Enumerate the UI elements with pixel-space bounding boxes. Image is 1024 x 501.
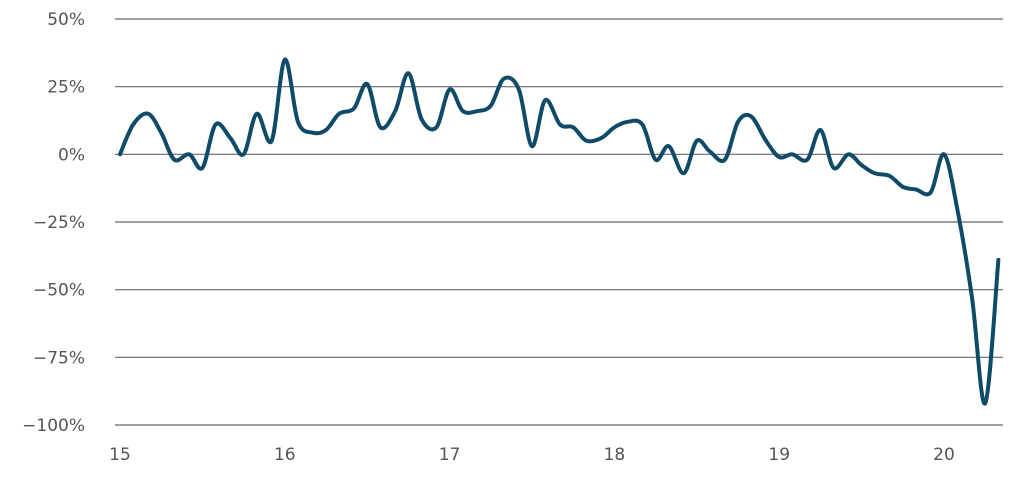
data-point <box>764 139 768 143</box>
data-point <box>736 120 740 124</box>
data-point <box>476 109 480 113</box>
data-point <box>818 128 822 132</box>
data-point <box>873 171 877 175</box>
data-point <box>901 185 905 189</box>
data-point <box>846 152 850 156</box>
data-point <box>489 104 493 108</box>
data-point <box>187 152 191 156</box>
data-point <box>955 206 959 210</box>
data-point <box>667 144 671 148</box>
data-point <box>296 120 300 124</box>
data-point <box>420 117 424 121</box>
x-tick-label: 16 <box>274 445 296 465</box>
x-tick-label: 19 <box>768 445 790 465</box>
data-point <box>599 136 603 140</box>
data-point <box>200 166 204 170</box>
data-point <box>530 144 534 148</box>
data-point <box>311 131 315 135</box>
series-line <box>118 57 1001 406</box>
data-point <box>708 150 712 154</box>
data-point <box>584 139 588 143</box>
data-point <box>612 125 616 129</box>
x-axis-tick-labels: 15 16 17 18 19 20 <box>109 445 955 465</box>
data-point <box>365 82 369 86</box>
data-point <box>283 58 287 62</box>
data-point <box>860 163 864 167</box>
data-point <box>378 125 382 129</box>
y-tick-label: 0% <box>58 145 85 165</box>
data-point <box>352 106 356 110</box>
data-point <box>723 158 727 162</box>
data-point <box>888 174 892 178</box>
y-tick-label: −100% <box>22 416 85 436</box>
grid-layer <box>115 18 1003 426</box>
data-point <box>270 139 274 143</box>
data-point <box>996 258 1000 262</box>
series-layer <box>118 57 1001 406</box>
data-point <box>406 71 410 75</box>
x-tick-label: 20 <box>933 445 955 465</box>
data-point <box>118 152 122 156</box>
y-tick-label: 25% <box>47 78 85 98</box>
data-point <box>571 125 575 129</box>
data-point <box>626 120 630 124</box>
data-point <box>983 401 987 405</box>
data-point <box>337 112 341 116</box>
data-point <box>214 123 218 127</box>
data-point <box>695 139 699 143</box>
data-point <box>242 152 246 156</box>
y-axis-tick-labels: 50% 25% 0% −25% −50% −75% −100% <box>22 10 85 436</box>
x-tick-label: 17 <box>439 445 461 465</box>
y-tick-label: −25% <box>33 213 85 233</box>
data-point <box>131 123 135 127</box>
data-point <box>172 158 176 162</box>
data-point <box>543 98 547 102</box>
data-point <box>970 296 974 300</box>
data-point <box>749 114 753 118</box>
data-point <box>914 188 918 192</box>
data-point <box>448 87 452 91</box>
data-point <box>517 87 521 91</box>
x-tick-label: 15 <box>109 445 131 465</box>
data-point <box>832 166 836 170</box>
data-point <box>805 158 809 162</box>
data-point <box>461 109 465 113</box>
data-point <box>434 125 438 129</box>
data-point <box>640 123 644 127</box>
data-point <box>654 158 658 162</box>
data-point <box>942 152 946 156</box>
x-tick-label: 18 <box>604 445 626 465</box>
data-point <box>324 128 328 132</box>
data-point <box>502 77 506 81</box>
data-point <box>929 190 933 194</box>
data-point <box>558 123 562 127</box>
data-point <box>790 152 794 156</box>
data-point <box>228 136 232 140</box>
data-point <box>146 112 150 116</box>
y-tick-label: 50% <box>47 10 85 30</box>
y-tick-label: −50% <box>33 281 85 301</box>
data-point <box>393 109 397 113</box>
data-point <box>159 131 163 135</box>
y-tick-label: −75% <box>33 348 85 368</box>
data-point <box>255 112 259 116</box>
data-point <box>682 171 686 175</box>
data-point <box>777 155 781 159</box>
